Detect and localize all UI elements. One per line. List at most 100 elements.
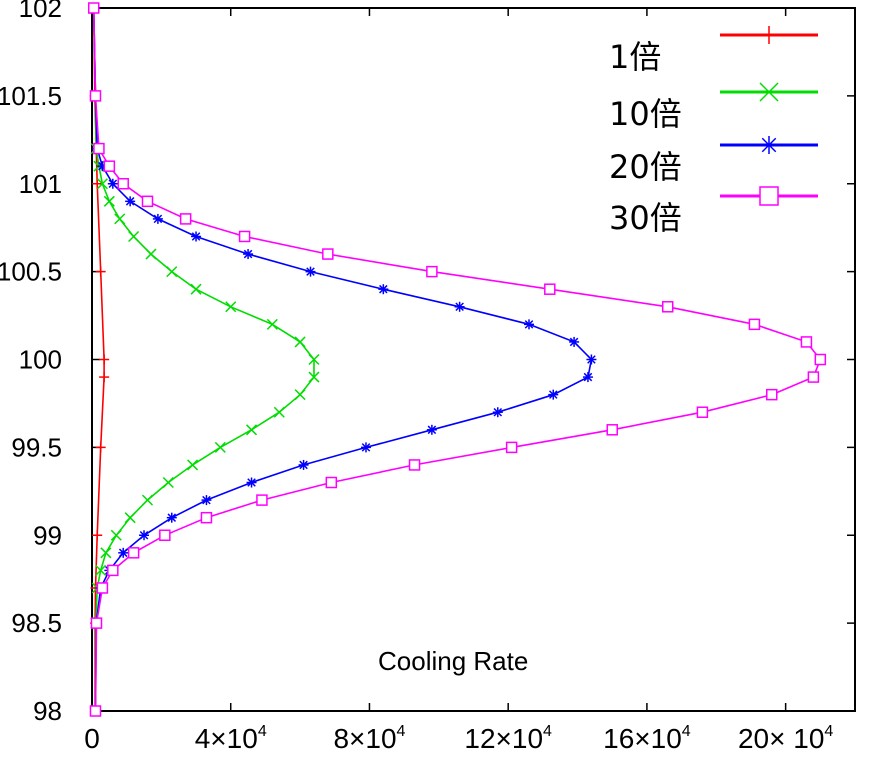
series-2: [88, 2, 320, 717]
data-point: [569, 336, 580, 347]
data-point: [454, 301, 465, 312]
plot-frame: [91, 7, 856, 712]
y-tick-label: 98.5: [11, 608, 62, 638]
data-point: [124, 512, 136, 524]
data-point: [95, 442, 106, 453]
data-point: [256, 494, 268, 506]
data-point: [89, 705, 102, 717]
legend-label: 20倍: [609, 148, 682, 186]
data-point: [586, 354, 597, 365]
data-point: [814, 353, 827, 366]
legend-label: 30倍: [609, 199, 682, 237]
data-point: [200, 511, 213, 524]
data-point: [308, 371, 320, 383]
data-point: [243, 249, 254, 260]
data-point: [107, 178, 118, 189]
data-point: [266, 318, 278, 330]
data-point: [103, 195, 115, 207]
legend-label: 1倍: [609, 38, 661, 76]
y-tick-label: 100.5: [0, 257, 62, 287]
data-point: [99, 372, 110, 383]
legend-marker: [760, 26, 778, 44]
data-point: [378, 284, 389, 295]
y-tick-label: 101: [19, 169, 62, 199]
data-point: [807, 371, 820, 383]
data-point: [90, 617, 103, 629]
data-point: [426, 265, 438, 278]
data-point: [191, 231, 202, 242]
data-point: [95, 266, 106, 277]
data-point: [426, 424, 437, 435]
y-tick-label: 99: [33, 520, 62, 550]
data-point: [246, 477, 257, 488]
series-line: [92, 7, 822, 712]
x-tick-label: 16×104: [603, 723, 691, 754]
data-point: [246, 424, 258, 436]
x-tick-label: 8×104: [333, 723, 405, 754]
data-point: [190, 283, 202, 295]
data-point: [606, 424, 618, 436]
data-point: [187, 459, 199, 471]
data-point: [325, 476, 338, 489]
data-point: [360, 442, 371, 453]
data-point: [523, 319, 534, 330]
data-point: [308, 353, 320, 366]
data-point: [162, 476, 174, 489]
data-point: [800, 336, 813, 348]
data-point: [92, 530, 103, 541]
data-point: [93, 142, 105, 155]
data-point: [114, 213, 126, 225]
y-tick-label: 101.5: [0, 81, 62, 111]
data-point: [696, 406, 709, 418]
data-point: [238, 230, 251, 243]
x-tick-label: 20× 104: [738, 723, 833, 754]
data-point: [766, 388, 778, 401]
data-point: [179, 213, 192, 225]
data-point: [139, 530, 150, 541]
data-point: [294, 389, 306, 401]
data-point: [125, 196, 136, 207]
legend: 1倍 10倍 20倍 30倍: [609, 26, 818, 237]
data-point: [492, 407, 503, 418]
data-point: [166, 512, 177, 523]
data-point: [110, 529, 122, 541]
data-point: [322, 248, 334, 260]
x-tick-label: 12×104: [464, 723, 552, 754]
data-point: [117, 178, 129, 190]
data-point: [128, 230, 140, 243]
series-line: [92, 7, 593, 712]
data-point: [294, 336, 306, 348]
legend-marker: [759, 186, 779, 206]
data-point: [305, 266, 316, 277]
data-point: [544, 283, 556, 295]
data-point: [141, 494, 154, 506]
data-point: [152, 213, 163, 224]
data-point: [298, 459, 309, 470]
data-point: [408, 459, 421, 471]
data-point: [748, 318, 761, 331]
data-point: [166, 266, 178, 278]
data-point: [159, 529, 171, 541]
data-point: [141, 195, 154, 208]
x-tick-label: 4×104: [195, 723, 267, 754]
data-point: [201, 495, 212, 506]
x-tick-label: 0: [84, 723, 100, 754]
data-point: [118, 547, 129, 558]
data-point: [107, 564, 119, 577]
y-tick-label: 100: [19, 345, 62, 375]
data-point: [127, 547, 140, 559]
series-layer: [87, 2, 827, 717]
data-point: [103, 160, 116, 172]
data-point: [100, 547, 112, 559]
data-point: [214, 441, 226, 453]
series-3: [88, 3, 597, 716]
legend-label: 10倍: [609, 95, 682, 133]
axis-ticks: 98 98.5 99 99.5 100 100.5 101 101.5 102 0 4×104 8×1…: [0, 0, 855, 754]
annotation-cooling-rate: Cooling Rate: [378, 646, 528, 676]
legend-marker: [760, 136, 778, 154]
data-point: [95, 564, 107, 576]
series-4: [87, 2, 827, 717]
legend-marker: [759, 82, 779, 102]
y-tick-label: 98: [33, 696, 62, 726]
